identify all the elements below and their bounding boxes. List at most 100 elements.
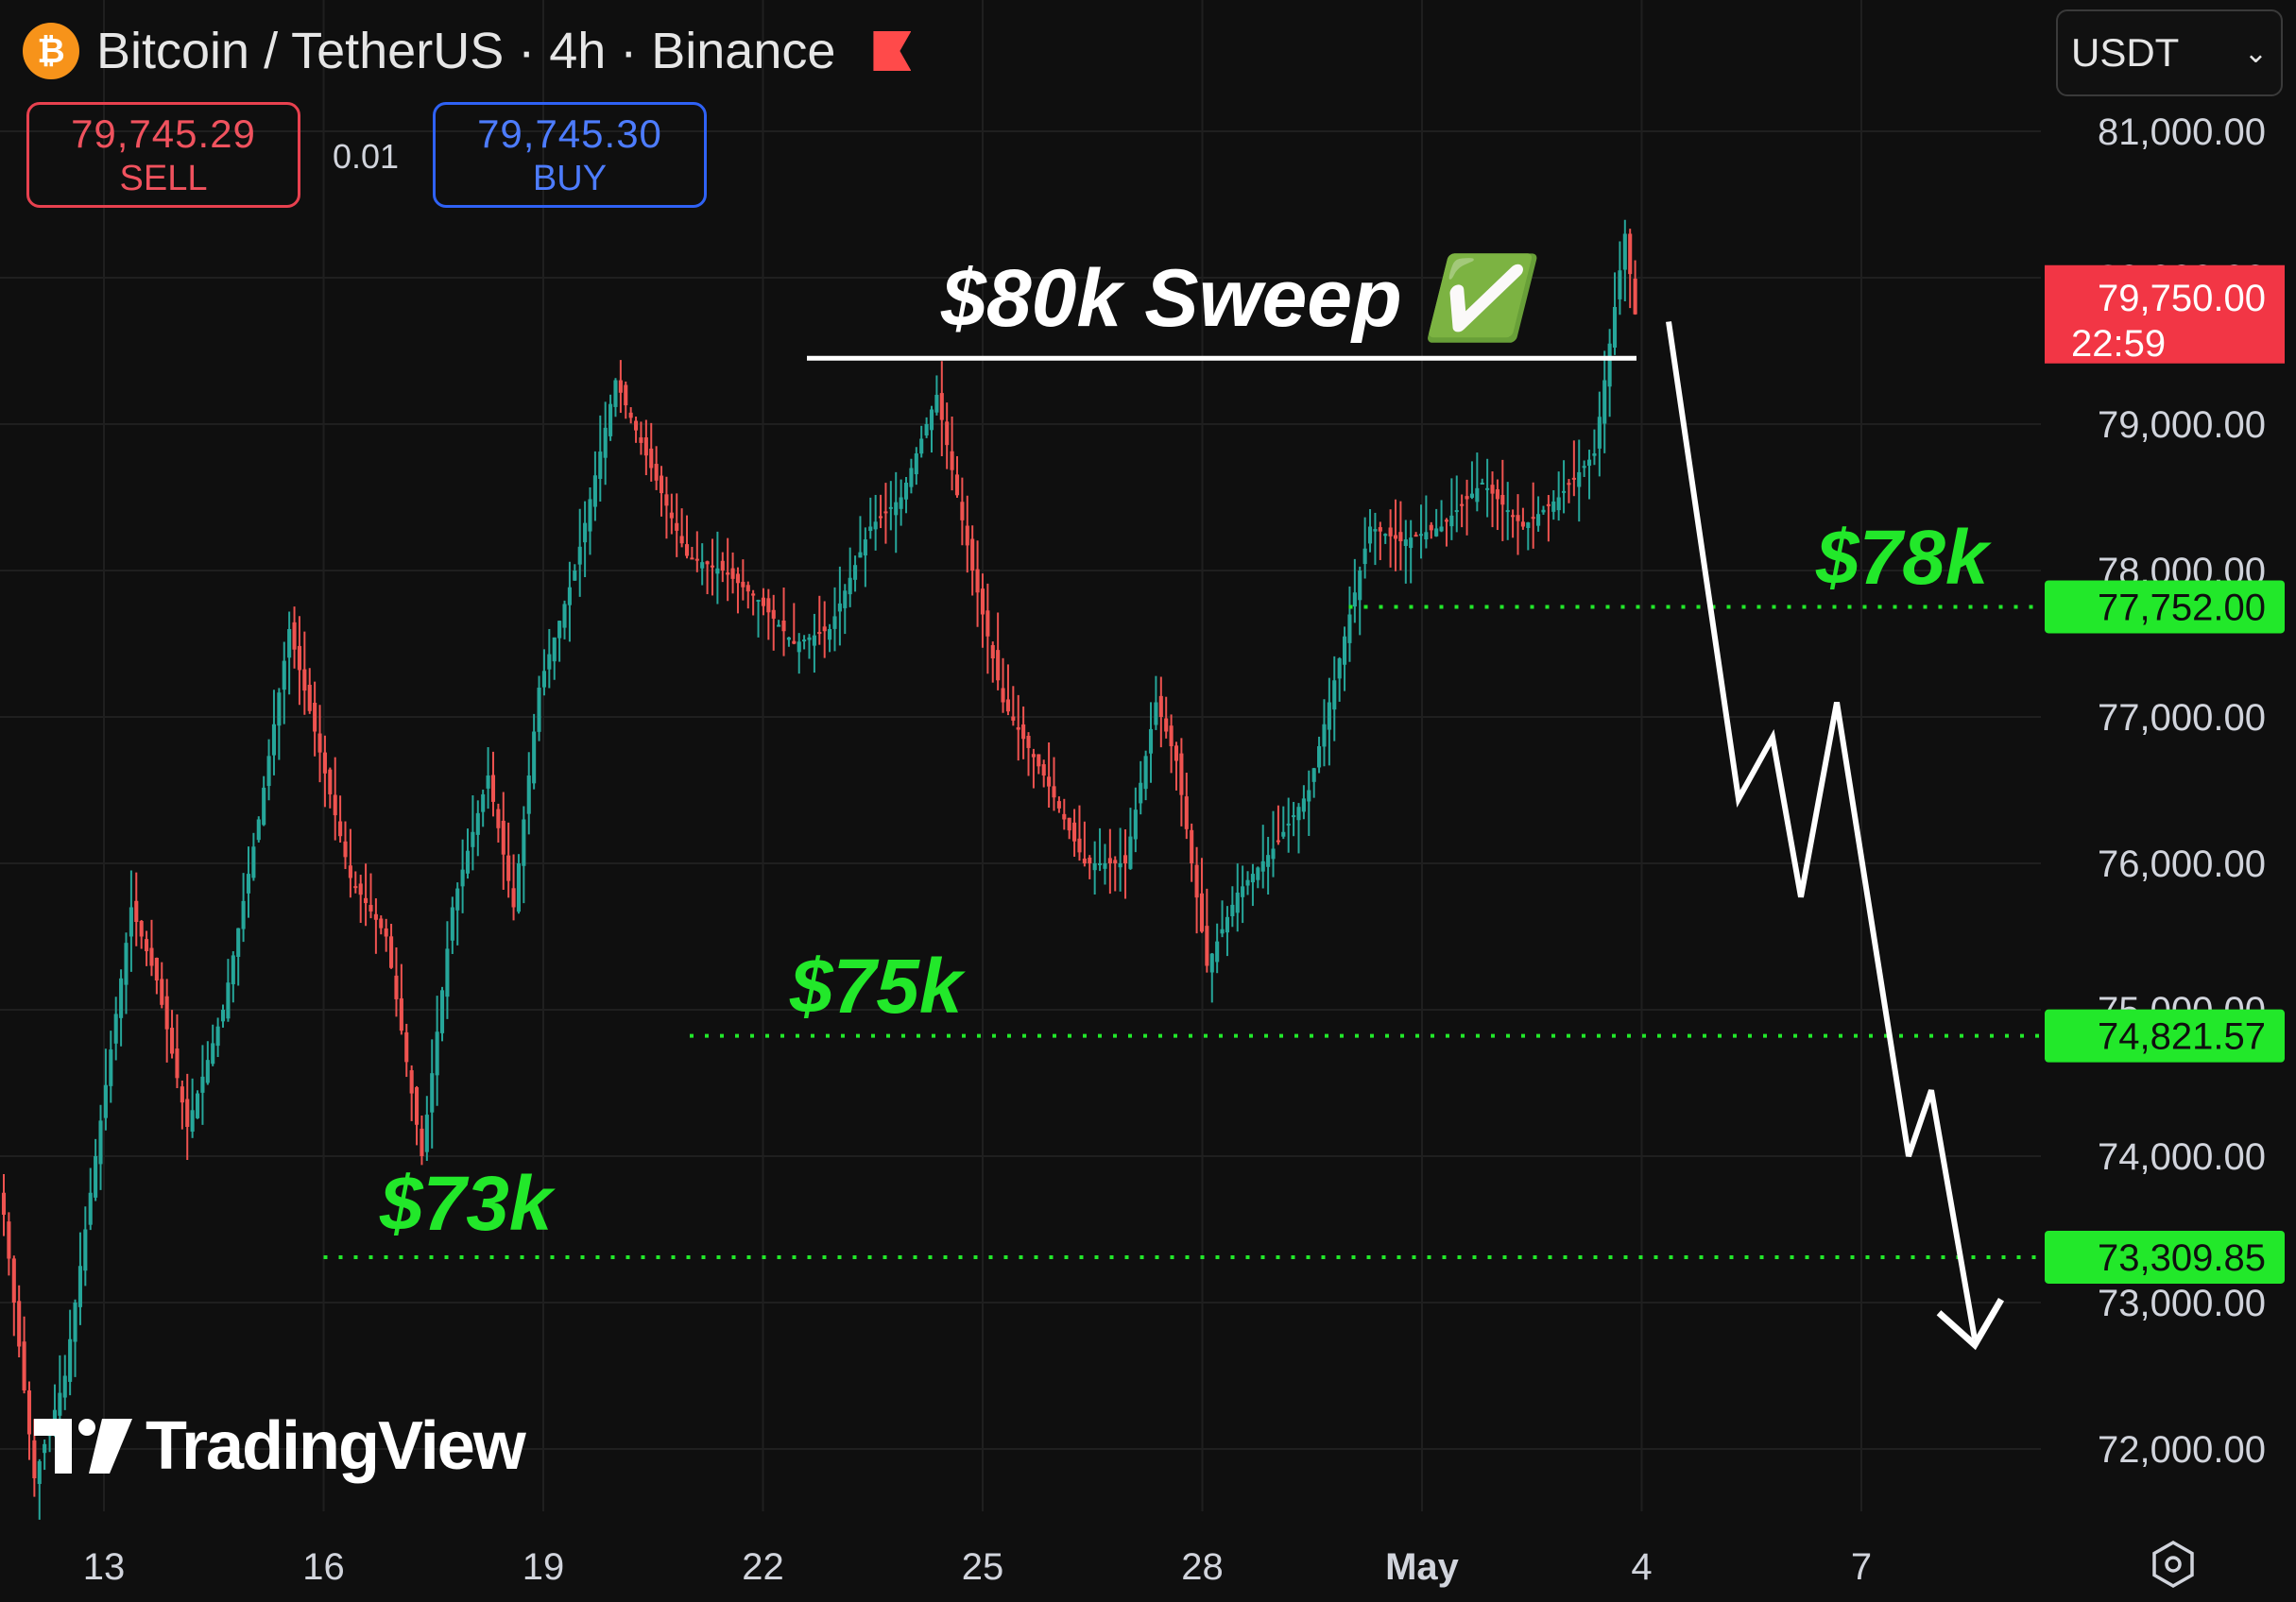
candle-body — [277, 692, 282, 726]
candle-body — [939, 393, 944, 420]
candle-body — [771, 609, 776, 619]
candle-body — [302, 669, 307, 691]
candle-body — [858, 552, 863, 558]
candle-body — [226, 982, 231, 1019]
candle-body — [1, 1192, 7, 1215]
last-price-value: 79,750.00 — [2098, 278, 2266, 319]
candle-body — [1490, 485, 1495, 494]
candle-body — [1098, 863, 1103, 865]
candle-body — [710, 565, 715, 568]
candle-body — [1005, 699, 1010, 712]
candlestick-series — [1, 219, 1637, 1520]
candle-body — [1597, 417, 1602, 449]
candle-body — [618, 380, 623, 393]
candle-body — [1143, 756, 1148, 790]
candle-body — [919, 438, 924, 454]
flag-icon[interactable] — [873, 31, 912, 71]
candle-body — [1454, 510, 1459, 513]
candle-body — [1500, 494, 1505, 505]
y-tick-label: 73,000.00 — [2098, 1283, 2266, 1324]
candle-body — [1434, 528, 1439, 537]
candle-body — [1327, 702, 1331, 730]
candle-body — [751, 593, 756, 596]
candle-body — [832, 616, 837, 629]
candle-body — [1337, 658, 1342, 679]
candle-body — [83, 1229, 88, 1271]
candle-body — [1107, 858, 1112, 863]
candle-body — [1092, 863, 1097, 871]
candle-body — [1582, 466, 1586, 469]
candle-body — [679, 536, 684, 544]
candle-body — [119, 978, 124, 1018]
candle-body — [439, 990, 445, 1033]
candle-body — [1536, 514, 1541, 526]
buy-button[interactable]: 79,745.30 BUY — [433, 102, 707, 208]
candle-body — [1612, 307, 1618, 348]
candle-body — [817, 632, 822, 635]
candle-body — [634, 420, 639, 431]
candle-body — [1062, 813, 1067, 820]
candle-body — [786, 637, 791, 640]
candle-body — [1586, 459, 1592, 467]
sell-button[interactable]: 79,745.29 SELL — [26, 102, 300, 208]
candle-body — [373, 913, 378, 920]
candle-body — [1139, 782, 1143, 804]
level-price-tag — [2045, 1230, 2285, 1284]
candle-body — [124, 943, 129, 985]
candle-body — [430, 1073, 435, 1113]
candle-body — [394, 975, 399, 999]
candle-body — [684, 544, 690, 556]
candle-body — [894, 502, 899, 516]
currency-select[interactable]: USDT ⌄ — [2056, 9, 2283, 96]
candle-body — [1475, 487, 1480, 503]
candle-body — [777, 624, 781, 627]
candle-body — [1276, 840, 1280, 843]
candle-body — [420, 1128, 424, 1156]
candle-countdown: 22:59 — [2071, 323, 2166, 365]
level-price-value: 77,752.00 — [2098, 587, 2266, 628]
x-tick-label: 7 — [1851, 1546, 1872, 1588]
candle-body — [236, 928, 241, 958]
candle-body — [1439, 526, 1444, 532]
candle-body — [715, 568, 720, 574]
candle-body — [17, 1301, 22, 1347]
level-price-tag — [2045, 1009, 2285, 1063]
candle-body — [1511, 515, 1516, 518]
candle-body — [364, 897, 368, 904]
candle-body — [516, 863, 522, 912]
candle-body — [1495, 489, 1499, 500]
candle-body — [1403, 539, 1408, 546]
candle-body — [1633, 278, 1637, 315]
chart-settings-icon[interactable] — [2149, 1540, 2198, 1589]
candle-body — [797, 641, 801, 653]
candle-body — [802, 639, 807, 642]
candle-body — [996, 650, 1001, 681]
candle-body — [445, 948, 450, 997]
candle-body — [1154, 702, 1158, 725]
x-tick-label: 19 — [523, 1546, 565, 1588]
level-annotation: $78k — [1815, 515, 1993, 601]
candle-body — [1449, 515, 1454, 527]
candle-body — [501, 820, 505, 855]
candle-body — [1429, 524, 1433, 531]
candle-body — [1393, 535, 1398, 539]
candle-body — [526, 775, 531, 814]
candle-body — [613, 380, 618, 407]
candle-body — [909, 468, 914, 487]
candle-body — [1541, 509, 1546, 513]
candle-body — [1225, 916, 1230, 933]
candle-body — [1082, 858, 1087, 863]
candle-body — [77, 1266, 82, 1307]
candle-body — [624, 384, 628, 406]
candle-body — [965, 525, 969, 546]
candle-body — [1444, 520, 1449, 522]
candle-body — [1103, 863, 1107, 869]
symbol-header[interactable]: ₿ Bitcoin / TetherUS · 4h · Binance — [23, 17, 912, 85]
candle-body — [205, 1060, 210, 1083]
candle-body — [1052, 786, 1056, 798]
candle-body — [592, 475, 597, 507]
candle-body — [322, 752, 327, 774]
candle-body — [98, 1120, 103, 1165]
candle-body — [1011, 716, 1016, 721]
